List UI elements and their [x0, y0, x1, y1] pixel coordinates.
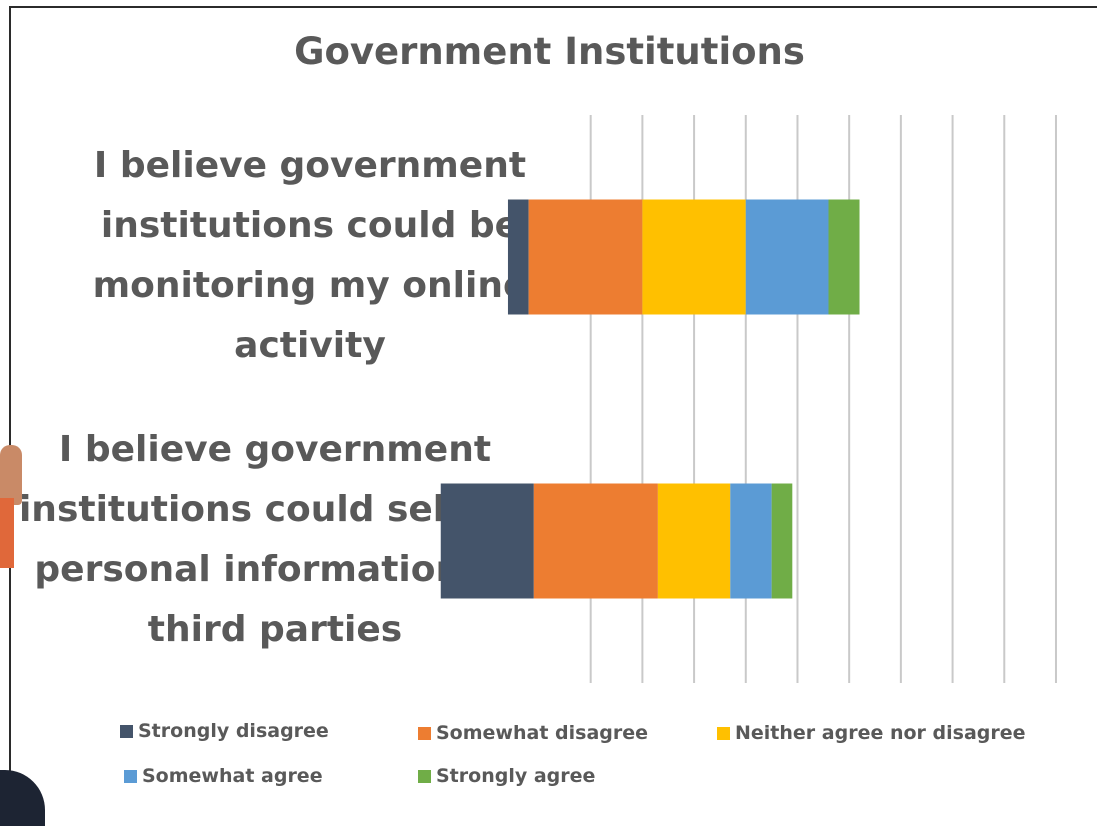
- legend-item-somewhat-disagree: Somewhat disagree: [418, 722, 648, 744]
- bar-segment-somewhat-agree-1: [730, 483, 772, 599]
- bar-segment-strongly-agree-0: [828, 199, 860, 315]
- bar-segment-strongly-disagree-1: [440, 483, 534, 599]
- decorative-sleeve: [0, 498, 14, 568]
- legend-swatch: [418, 769, 431, 783]
- legend-swatch: [418, 726, 431, 740]
- legend-item-neither-agree-nor-disagree: Neither agree nor disagree: [717, 722, 1026, 744]
- legend-label: Strongly agree: [436, 765, 596, 787]
- legend-label: Somewhat disagree: [436, 722, 649, 744]
- chart-title: Government Institutions: [294, 30, 805, 73]
- category-label-sell-info: I believe government institutions could …: [18, 429, 532, 650]
- legend-label: Somewhat agree: [142, 765, 323, 787]
- legend-swatch: [120, 724, 133, 738]
- category-label-monitoring: I believe government institutions could …: [92, 145, 528, 366]
- bar-segment-neither-agree-nor-disagree-0: [642, 199, 746, 315]
- chart-frame: [9, 6, 1097, 824]
- legend-swatch: [124, 769, 137, 783]
- legend-swatch: [717, 726, 730, 740]
- legend-item-somewhat-agree: Somewhat agree: [124, 765, 323, 787]
- legend-label: Strongly disagree: [138, 720, 329, 742]
- bar-segment-neither-agree-nor-disagree-1: [657, 483, 731, 599]
- bar-segment-strongly-disagree-0: [507, 199, 529, 315]
- bar-segment-strongly-agree-1: [771, 483, 793, 599]
- legend-item-strongly-agree: Strongly agree: [418, 765, 595, 787]
- bar-segment-somewhat-disagree-1: [533, 483, 658, 599]
- legend-label: Neither agree nor disagree: [735, 722, 1026, 744]
- legend-item-strongly-disagree: Strongly disagree: [120, 720, 329, 742]
- bar-segment-somewhat-disagree-0: [528, 199, 643, 315]
- bar-segment-somewhat-agree-0: [745, 199, 829, 315]
- decorative-hand: [0, 445, 22, 505]
